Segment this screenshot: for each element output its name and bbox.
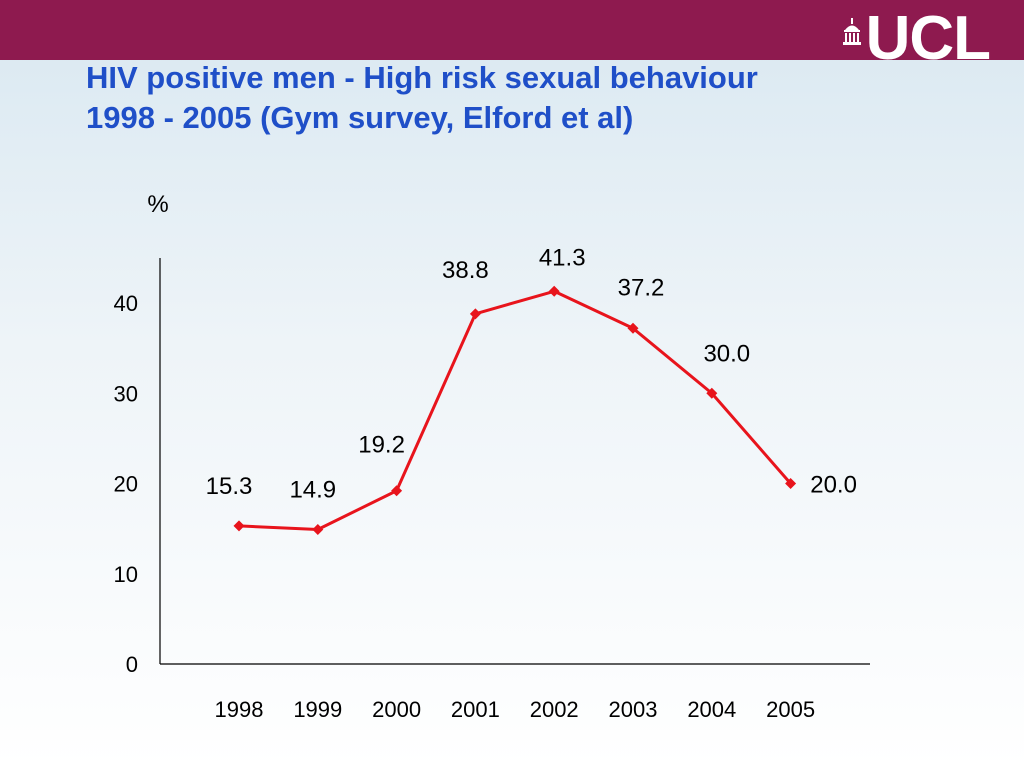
data-label: 30.0 (703, 340, 750, 367)
y-ticks: 0 10 20 30 40 (114, 291, 138, 677)
data-point (785, 478, 797, 489)
data-label: 14.9 (289, 477, 336, 504)
x-tick-label: 2003 (609, 697, 658, 722)
y-tick-label: 10 (114, 562, 138, 587)
ucl-logo: UCL (842, 4, 991, 74)
data-labels: 15.3 14.9 19.2 38.8 41.3 37.2 30.0 20.0 (206, 244, 857, 503)
data-label: 19.2 (358, 432, 405, 459)
x-tick-label: 2001 (451, 697, 500, 722)
x-tick-label: 2005 (766, 697, 815, 722)
y-tick-label: 0 (126, 652, 138, 677)
data-point (233, 520, 245, 532)
y-tick-label: 40 (114, 291, 138, 316)
data-label: 41.3 (539, 244, 586, 271)
title-line-1: HIV positive men - High risk sexual beha… (86, 60, 758, 95)
x-tick-label: 2000 (372, 697, 421, 722)
portico-icon (842, 18, 861, 45)
data-label: 38.8 (442, 257, 489, 284)
page-title: HIV positive men - High risk sexual beha… (86, 58, 926, 138)
title-line-2: 1998 - 2005 (Gym survey, Elford et al) (86, 100, 634, 135)
data-point (548, 285, 560, 297)
data-point (706, 387, 718, 399)
x-tick-label: 1998 (215, 697, 264, 722)
data-label: 15.3 (206, 473, 253, 500)
x-tick-label: 1999 (293, 697, 342, 722)
series-group (233, 285, 797, 536)
data-point (469, 308, 481, 320)
x-tick-label: 2004 (687, 697, 736, 722)
data-point (391, 485, 403, 497)
y-tick-label: 20 (114, 472, 138, 497)
x-ticks: 1998 1999 2000 2001 2002 2003 2004 2005 (215, 697, 816, 722)
y-axis-label: % (147, 191, 168, 218)
data-label: 37.2 (618, 274, 665, 301)
x-tick-label: 2002 (530, 697, 579, 722)
data-point (312, 524, 324, 536)
data-label: 20.0 (810, 472, 857, 499)
data-point (627, 322, 639, 334)
y-tick-label: 30 (114, 381, 138, 406)
logo-text: UCL (865, 4, 991, 73)
series-line (238, 289, 792, 532)
axes (159, 258, 870, 665)
